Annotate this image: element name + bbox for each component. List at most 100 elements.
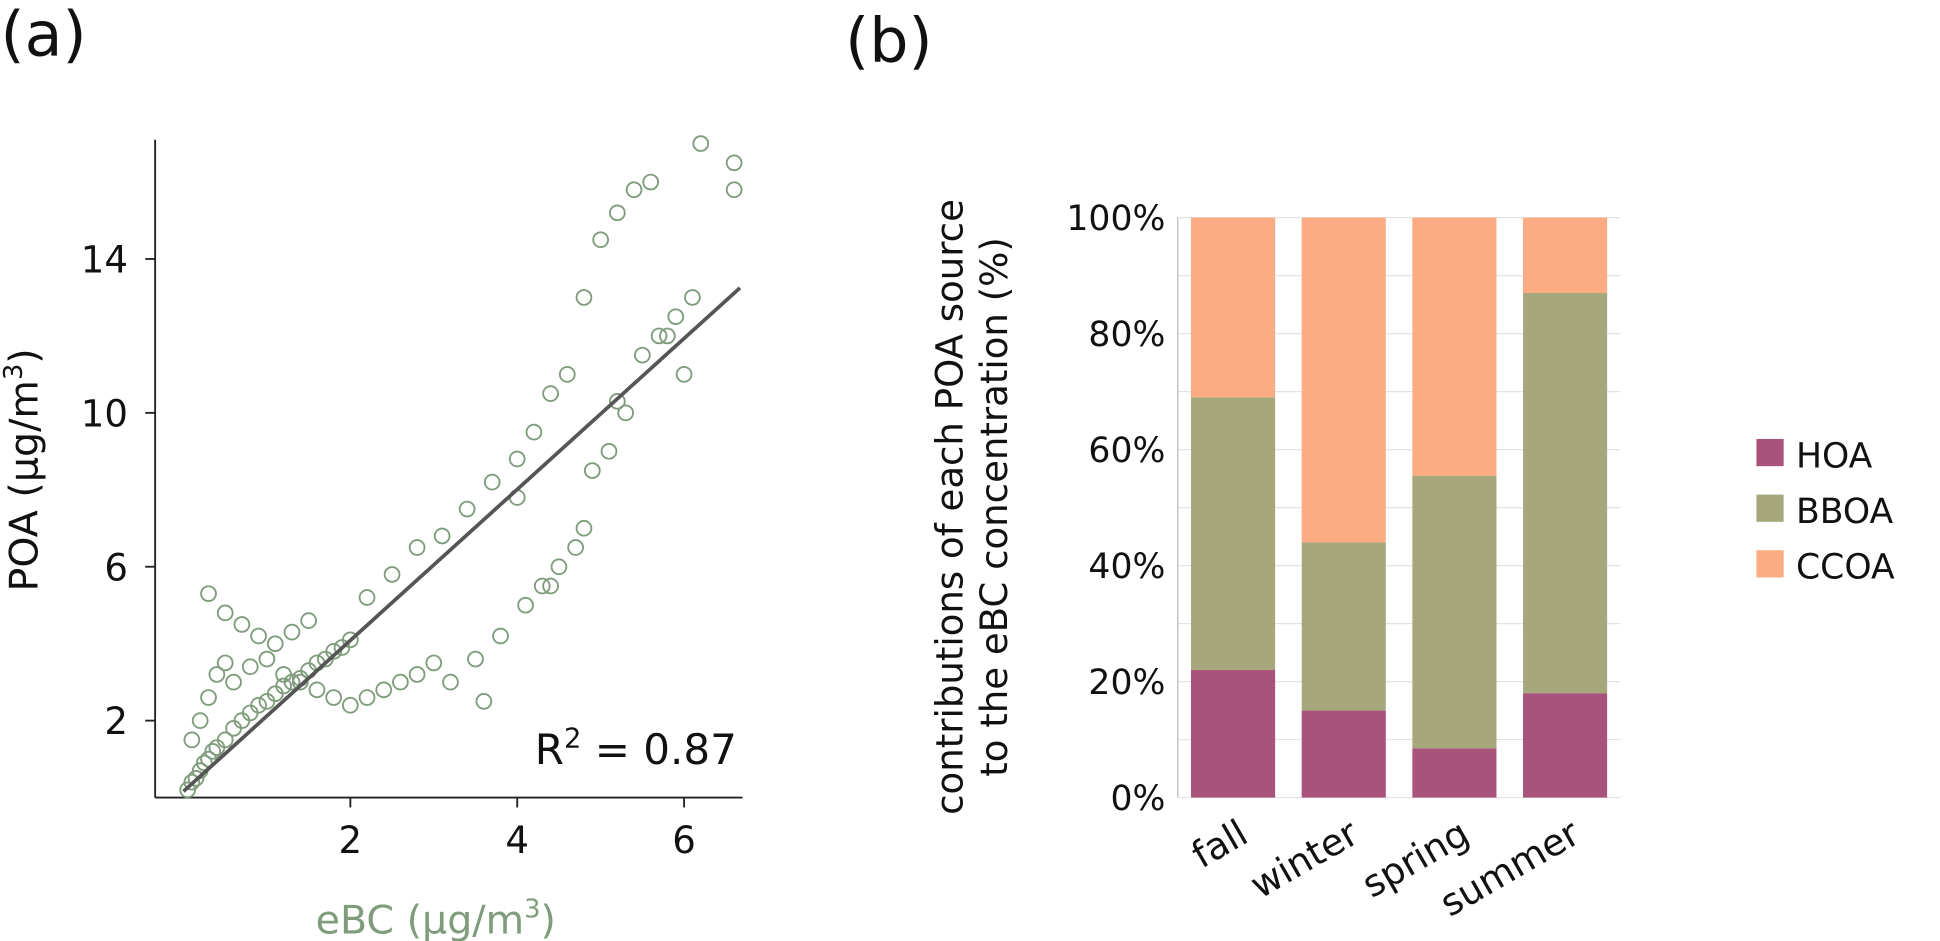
bar-segment: [1191, 397, 1276, 670]
scatter-point: [375, 681, 393, 699]
legend-label: BBOA: [1796, 492, 1894, 532]
scatter-point: [458, 500, 476, 518]
scatter-point: [492, 627, 509, 645]
scatter-point: [183, 773, 201, 791]
y-tick-label: 80%: [1088, 315, 1165, 355]
scatter-point: [442, 673, 459, 691]
scatter-point: [187, 769, 205, 787]
scatter-point: [250, 696, 267, 714]
scatter-point: [216, 654, 234, 672]
scatter-point: [200, 689, 217, 706]
scatter-point: [625, 181, 643, 199]
scatter-point: [275, 666, 292, 683]
scatter-point: [675, 366, 693, 383]
scatter-point: [325, 689, 343, 706]
bar-segment: [1301, 710, 1386, 798]
scatter-point: [517, 596, 534, 614]
y-tick-label: 14: [81, 239, 128, 282]
scatter-point: [684, 289, 701, 306]
scatter-point: [467, 650, 484, 668]
y-axis-label-main: POA (μg/m: [2, 380, 48, 591]
scatter-point: [291, 673, 309, 691]
y-axis-label-sup: 3: [0, 364, 29, 380]
y-tick-label: 0%: [1110, 779, 1165, 819]
x-axis-label-main: eBC (μg/m: [316, 898, 524, 941]
scatter-point: [433, 527, 451, 545]
legend-label: HOA: [1796, 436, 1873, 476]
panel-label: (b): [845, 5, 932, 77]
scatter-point: [575, 519, 593, 537]
scatter-point: [692, 135, 710, 152]
scatter-point: [725, 154, 743, 172]
y-tick-label: 40%: [1088, 547, 1165, 587]
y-tick-label: 100%: [1066, 199, 1165, 239]
scatter-point: [642, 173, 660, 191]
scatter-point: [225, 673, 242, 691]
scatter-point: [600, 442, 618, 460]
scatter-point: [233, 616, 251, 633]
scatter-point: [208, 666, 226, 683]
scatter-point: [667, 308, 685, 326]
x-tick-label: 2: [339, 819, 363, 862]
bar-segment: [1412, 748, 1497, 798]
scatter-point: [725, 181, 743, 199]
scatter-point: [183, 731, 201, 749]
x-axis-label-sup: 3: [524, 895, 540, 925]
scatter-point: [216, 604, 234, 622]
scatter-point: [266, 635, 284, 653]
scatter-point: [475, 693, 493, 710]
scatter-point: [191, 712, 209, 729]
scatter-point: [300, 612, 317, 629]
x-tick-label: fall: [1185, 811, 1255, 876]
scatter-point: [483, 473, 501, 491]
scatter-point: [608, 204, 626, 222]
bar-segment: [1412, 475, 1497, 749]
bar-segment: [1523, 217, 1608, 294]
scatter-point: [241, 658, 259, 676]
x-axis-label-end: ): [541, 898, 556, 941]
scatter-point: [342, 696, 359, 714]
scatter-point: [408, 539, 426, 556]
bar-segment: [1191, 217, 1276, 398]
y-axis-label: POA (μg/m3): [0, 348, 48, 591]
scatter-point: [659, 327, 676, 345]
annotation-sup: 2: [564, 723, 581, 754]
bar-segment: [1301, 542, 1386, 711]
scatter-point: [583, 462, 601, 479]
scatter-point: [634, 346, 651, 364]
bar-segment: [1523, 693, 1608, 798]
legend-swatch: [1756, 494, 1784, 522]
scatter-point: [525, 423, 543, 441]
scatter-point: [592, 231, 609, 249]
scatter-point: [567, 539, 584, 556]
bar-segment: [1523, 293, 1608, 694]
scatter-point: [204, 743, 222, 760]
scatter-point: [617, 404, 635, 422]
legend-swatch: [1756, 438, 1784, 467]
scatter-point: [358, 589, 376, 606]
scatter-point: [308, 681, 326, 699]
scatter-point: [325, 643, 343, 660]
scatter-point: [533, 577, 551, 595]
bar-segment: [1191, 669, 1276, 798]
panel-label: (a): [1, 0, 87, 71]
scatter-point: [575, 289, 593, 306]
scatter-point: [383, 566, 401, 583]
annotation-end: = 0.87: [581, 725, 737, 774]
scatter-point: [425, 654, 443, 672]
x-tick-label: winter: [1243, 811, 1366, 907]
scatter-point: [408, 666, 426, 683]
x-axis-label: eBC (μg/m3): [316, 895, 556, 941]
y-axis-label: contributions of each POA source: [929, 199, 972, 815]
y-tick-label: 2: [104, 700, 128, 743]
y-tick-label: 10: [81, 392, 128, 435]
fit-line: [182, 286, 742, 793]
annotation-main: R: [535, 725, 564, 774]
y-axis-label-end: ): [2, 348, 48, 363]
scatter-point: [275, 677, 292, 695]
y-tick-label: 20%: [1088, 663, 1165, 703]
bar-segment: [1412, 217, 1497, 476]
scatter-point: [508, 450, 526, 468]
scatter-point: [542, 577, 559, 595]
